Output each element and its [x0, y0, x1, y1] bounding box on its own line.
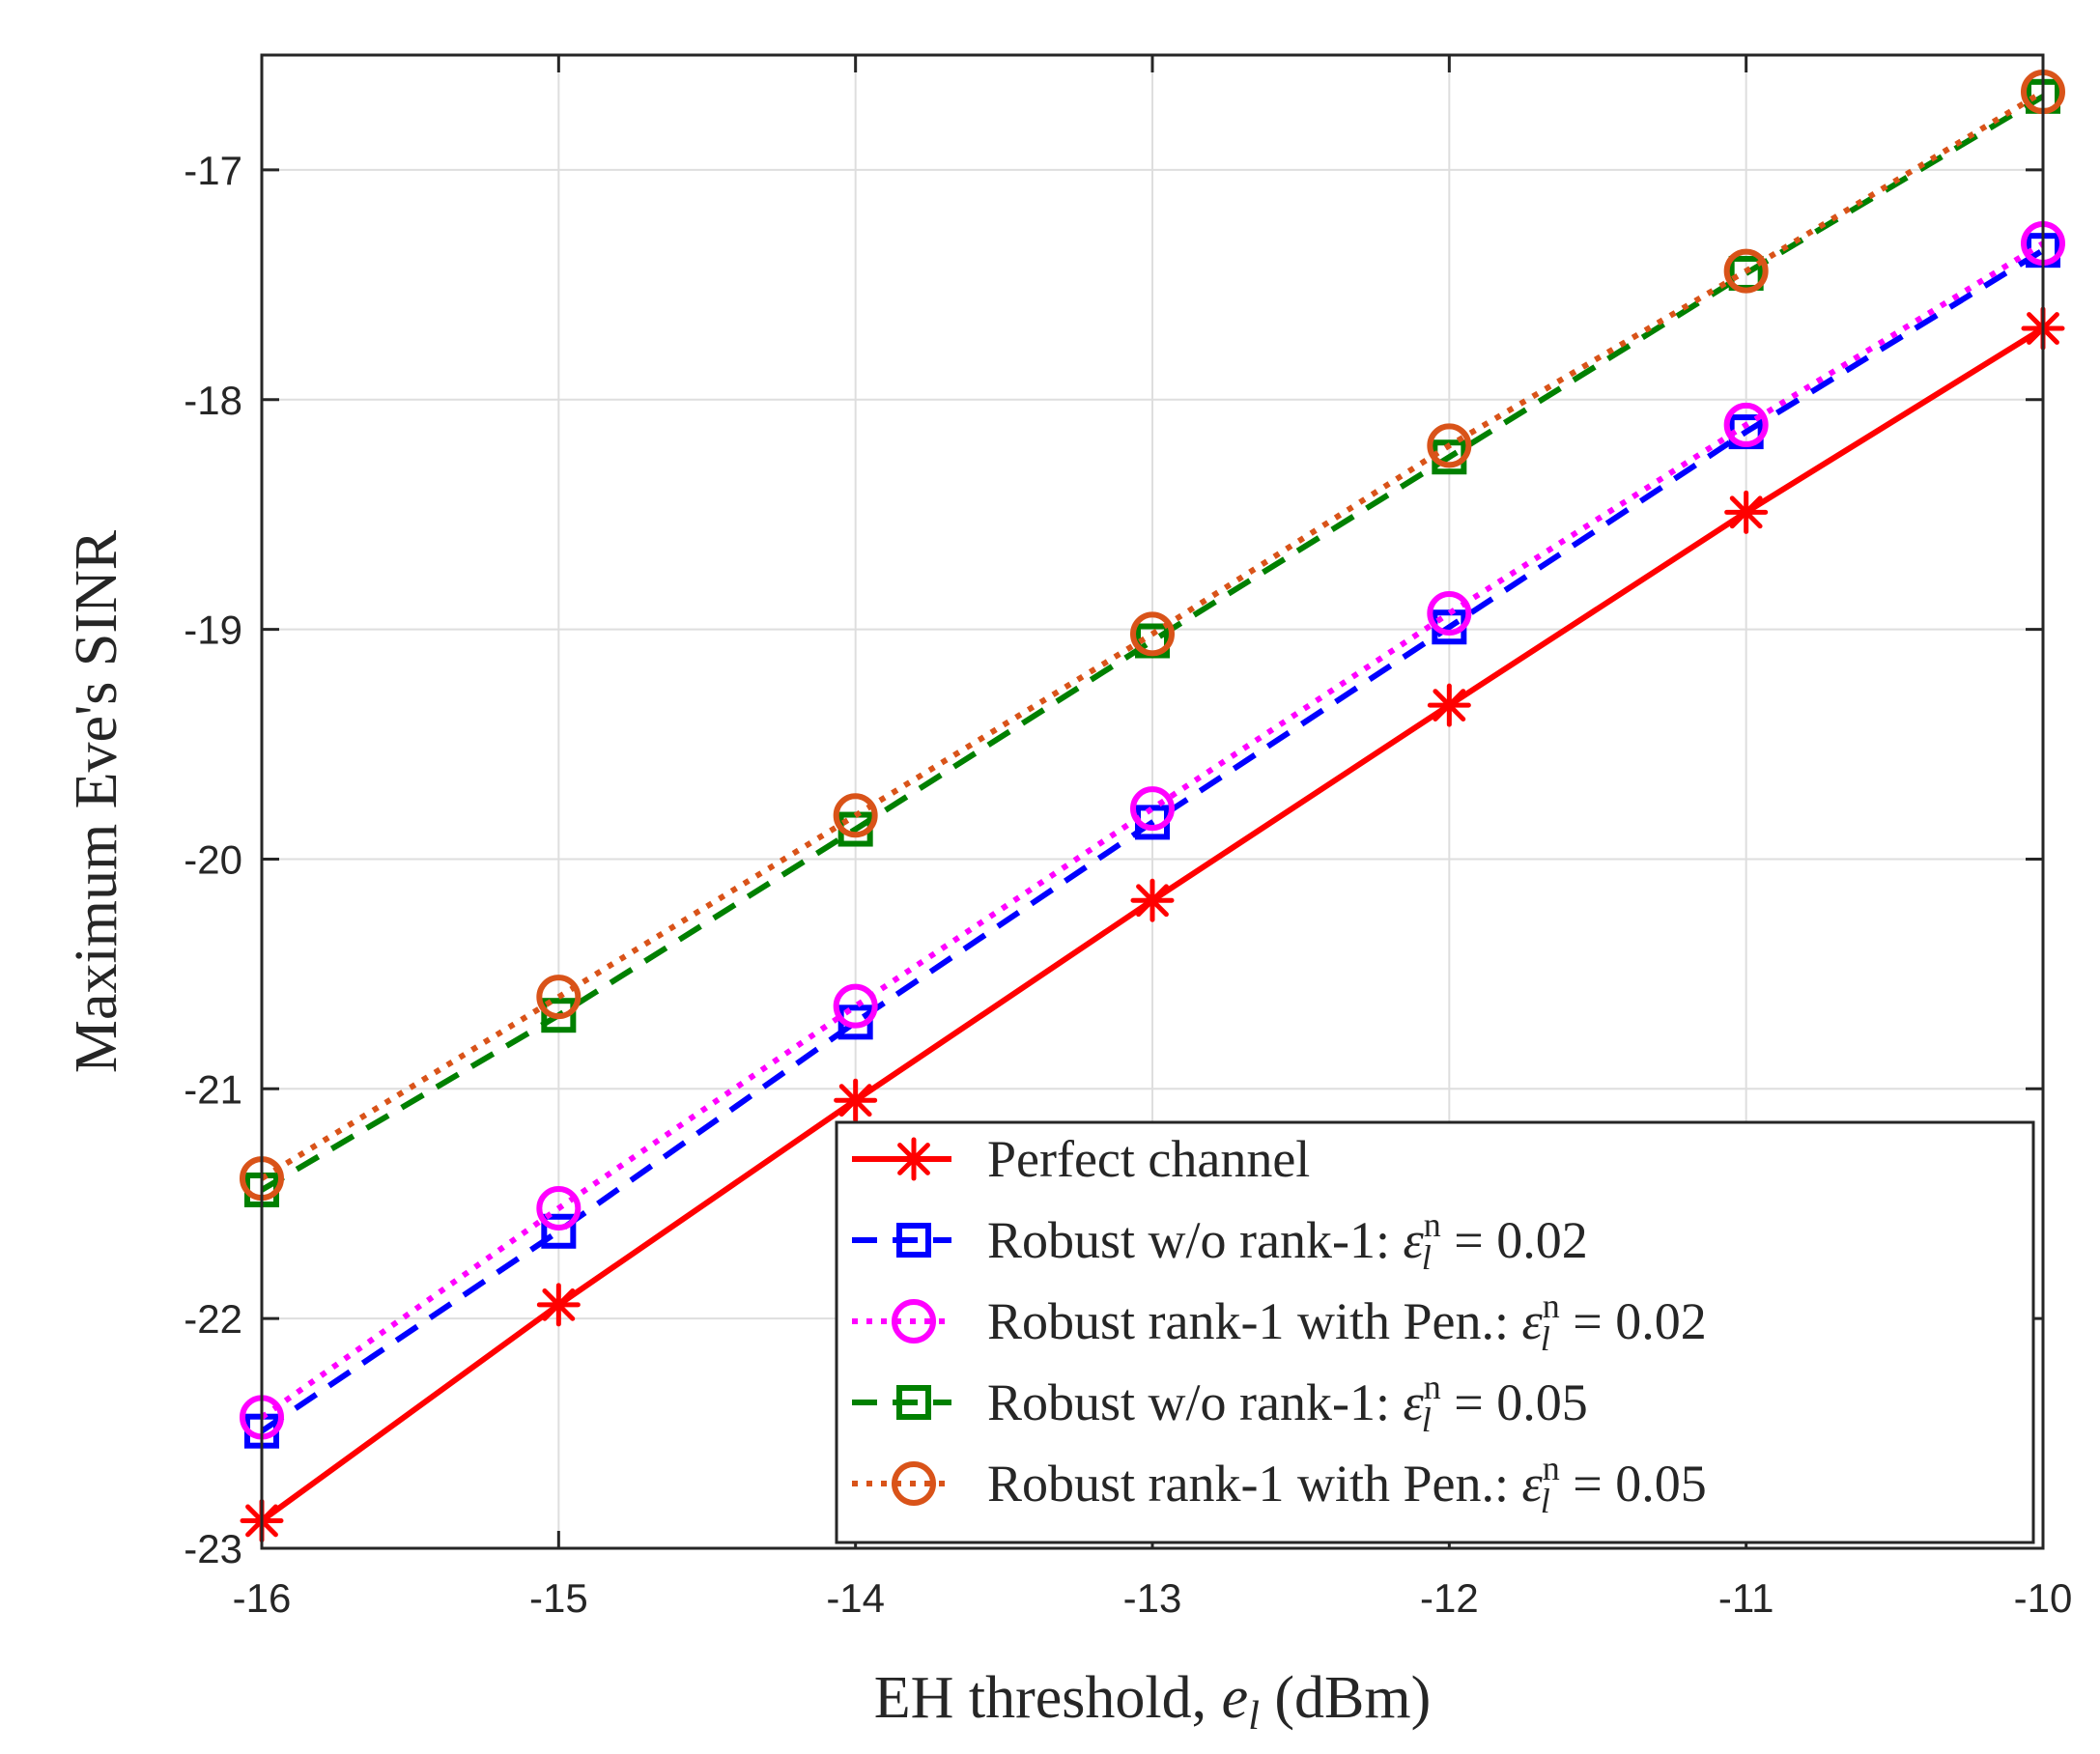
data-point: [834, 1078, 878, 1122]
legend-marker: [892, 1299, 936, 1344]
x-axis-title-main: EH threshold,: [874, 1665, 1222, 1731]
legend-item: Robust w/o rank-1: εn l = 0.05: [852, 1368, 1588, 1439]
series-line: [260, 240, 2045, 1420]
y-tick-label: -23: [184, 1526, 242, 1571]
data-point: [1427, 683, 1471, 727]
y-tick-labels: -23 -22 -21 -20 -19 -18 -17: [184, 148, 242, 1571]
x-tick-labels: -16 -15 -14 -13 -12 -11 -10: [233, 1575, 2073, 1621]
data-point: [536, 1283, 581, 1327]
data-point: [1130, 786, 1175, 832]
y-tick-label: -21: [184, 1066, 242, 1112]
x-tick-label: -11: [1718, 1575, 1774, 1621]
x-tick-label: -14: [826, 1575, 885, 1621]
legend-marker: [892, 1137, 936, 1181]
legend-item: Robust rank-1 with Pen.: εn l = 0.05: [852, 1449, 1707, 1520]
legend-marker: [892, 1461, 936, 1506]
x-axis-title-sub: l: [1248, 1694, 1260, 1739]
legend-label: Robust w/o rank-1: εn l = 0.05: [987, 1368, 1588, 1439]
legend-marker: [896, 1223, 931, 1258]
data-point: [833, 793, 878, 838]
data-point: [1130, 611, 1175, 657]
y-tick-label: -17: [184, 148, 242, 193]
legend-item: Robust w/o rank-1: εn l = 0.02: [852, 1205, 1588, 1277]
y-tick-label: -18: [184, 378, 242, 423]
y-tick-label: -20: [184, 836, 242, 882]
data-point: [541, 998, 577, 1033]
data-point: [1427, 423, 1472, 468]
data-point: [1723, 402, 1769, 447]
series-line: [260, 89, 2045, 1181]
data-point: [1130, 878, 1175, 922]
data-point: [1724, 490, 1769, 534]
x-tick-label: -12: [1420, 1575, 1479, 1621]
legend-label: Robust rank-1 with Pen.: εn l = 0.05: [987, 1449, 1707, 1520]
x-tick-label: -15: [529, 1575, 588, 1621]
legend-box: [835, 1120, 2035, 1544]
x-axis-title: EH threshold, el (dBm): [874, 1665, 1431, 1739]
legend: Perfect channel Robust w/o rank-1: εn l = …: [835, 1120, 2035, 1544]
x-tick-label: -16: [233, 1575, 292, 1621]
legend-item: Robust rank-1 with Pen.: εn l = 0.02: [852, 1287, 1707, 1358]
legend-marker: [896, 1385, 931, 1420]
y-tick-label: -19: [184, 608, 242, 653]
x-tick-label: -10: [2014, 1575, 2073, 1621]
data-point: [536, 975, 582, 1020]
legend-label: Robust rank-1 with Pen.: εn l = 0.02: [987, 1287, 1707, 1358]
tick-marks: [260, 55, 2045, 1550]
x-axis-title-unit: (dBm): [1260, 1665, 1431, 1731]
data-point: [1427, 590, 1472, 636]
y-tick-label: -22: [184, 1296, 242, 1342]
x-tick-label: -13: [1123, 1575, 1182, 1621]
y-axis-title: Maximum Eve's SINR: [64, 529, 129, 1073]
x-axis-title-var: e: [1222, 1665, 1249, 1731]
legend-item: Perfect channel: [852, 1130, 1310, 1188]
legend-label: Perfect channel: [987, 1130, 1310, 1188]
data-point: [536, 1185, 582, 1231]
data-point: [541, 1213, 577, 1249]
data-point: [833, 983, 878, 1029]
legend-label: Robust w/o rank-1: εn l = 0.02: [987, 1205, 1588, 1277]
series-line: [260, 247, 2045, 1434]
data-point: [1723, 248, 1769, 294]
